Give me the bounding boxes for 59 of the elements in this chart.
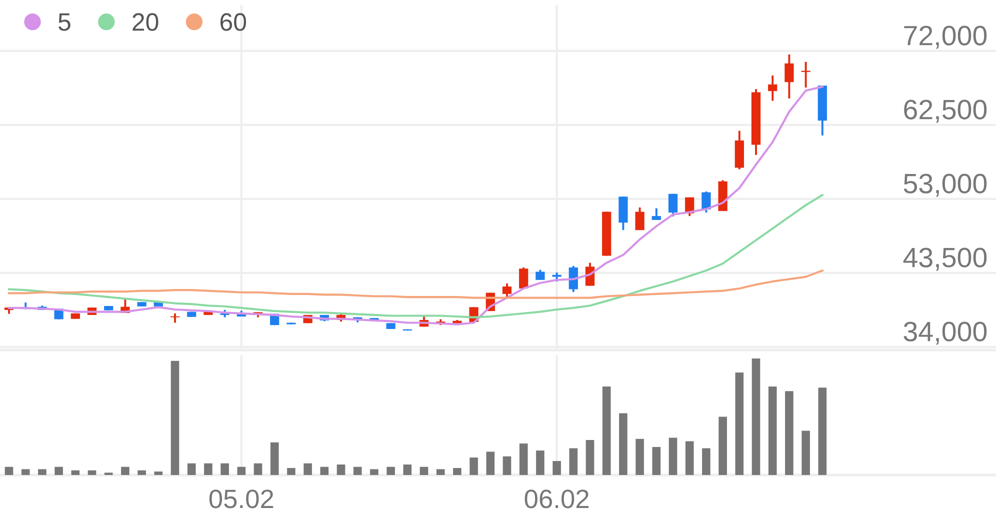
bar <box>569 448 578 475</box>
x-tick-label: 06.02 <box>524 490 588 508</box>
bar <box>802 430 810 475</box>
bar <box>486 452 495 475</box>
bar <box>403 464 412 475</box>
bar <box>370 469 378 475</box>
bar <box>619 413 628 475</box>
y-tick-label: 43,500 <box>903 248 987 271</box>
bar <box>138 470 146 475</box>
bar <box>353 466 362 475</box>
bar <box>668 438 678 475</box>
y-tick-label: 62,500 <box>904 100 987 123</box>
bar <box>386 466 395 475</box>
bar <box>536 450 544 475</box>
bar <box>735 372 744 475</box>
legend-label: 60 <box>220 13 246 31</box>
bar <box>552 461 561 475</box>
bar <box>320 466 329 475</box>
bar <box>636 438 644 475</box>
bar <box>470 458 478 475</box>
bar <box>586 440 594 475</box>
legend-label: 5 <box>58 13 70 31</box>
bar <box>602 386 611 475</box>
bar <box>38 469 46 475</box>
bar <box>154 472 163 475</box>
y-tick-label: 53,000 <box>904 174 987 197</box>
x-tick-label: 05.02 <box>209 490 274 508</box>
bar <box>336 464 346 475</box>
bar <box>254 463 262 475</box>
bar <box>420 466 428 475</box>
bar <box>4 466 14 475</box>
bar <box>237 466 246 475</box>
bar <box>519 444 528 475</box>
bar <box>436 469 445 475</box>
bar <box>702 448 710 475</box>
y-tick-label: 34,000 <box>904 322 987 345</box>
bar <box>304 463 312 475</box>
bar <box>88 470 96 475</box>
bar <box>718 416 727 475</box>
bar <box>685 441 694 475</box>
bar <box>502 456 512 475</box>
bar <box>187 463 196 475</box>
bar <box>818 388 827 475</box>
bar <box>170 360 180 475</box>
bar <box>287 468 296 475</box>
bar <box>752 358 760 475</box>
bar <box>121 466 130 475</box>
bar <box>21 469 30 475</box>
bar <box>768 386 777 475</box>
bar <box>785 391 794 475</box>
bar <box>652 447 661 475</box>
bar <box>270 442 279 475</box>
legend-label: 20 <box>132 13 158 31</box>
bar <box>71 470 80 475</box>
bar <box>220 463 229 475</box>
bar <box>204 463 212 475</box>
bar <box>453 468 462 475</box>
bar <box>54 466 63 475</box>
y-tick-label: 72,000 <box>904 26 987 49</box>
